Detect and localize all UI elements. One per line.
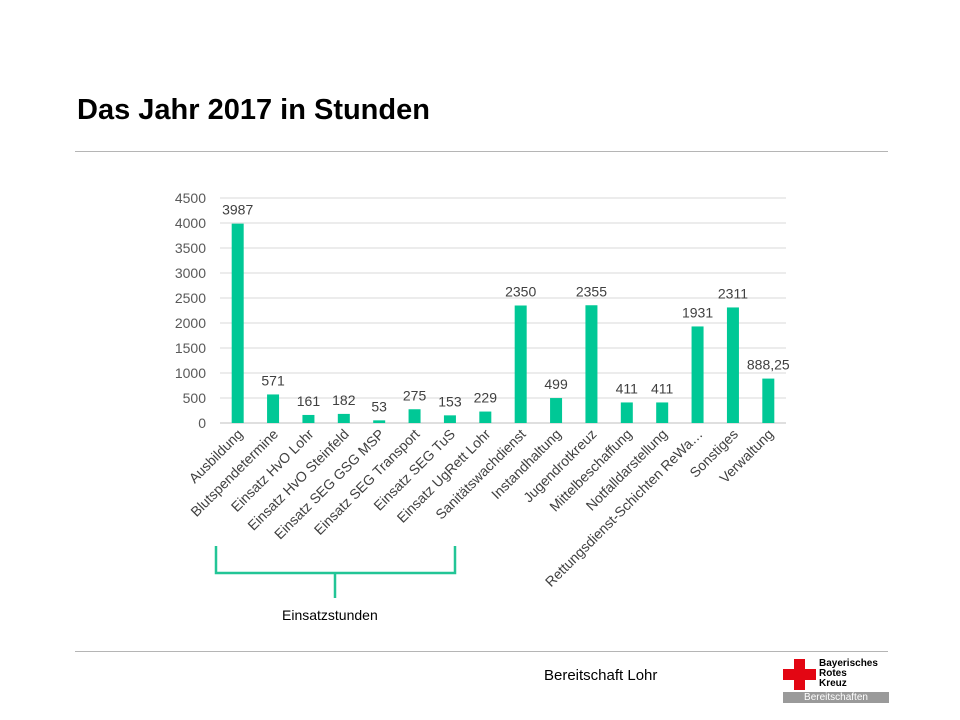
y-tick-label: 1000 (175, 365, 206, 381)
bar (337, 413, 350, 423)
bar-value-label: 161 (297, 393, 321, 409)
bar-value-label: 275 (403, 387, 427, 403)
y-tick-label: 0 (198, 415, 206, 431)
bar (620, 402, 633, 423)
top-divider (75, 151, 888, 152)
bar (691, 326, 704, 423)
y-tick-label: 4000 (175, 215, 206, 231)
data-labels: 3987 571 161 182 53 275 153 229 2350 499 2355 411 41… (222, 202, 790, 415)
bar (479, 411, 492, 423)
bar (656, 402, 669, 423)
logo-line-1: Bayerisches (819, 658, 878, 669)
y-tick-label: 500 (183, 390, 207, 406)
einsatzstunden-annotation: Einsatzstunden (282, 607, 378, 623)
bottom-divider (75, 651, 888, 652)
y-tick-label: 2000 (175, 315, 206, 331)
bar-value-label: 153 (438, 393, 462, 409)
y-tick-label: 2500 (175, 290, 206, 306)
bar-value-label: 499 (544, 376, 568, 392)
bar-value-label: 2311 (718, 285, 748, 301)
bar (231, 223, 244, 423)
bar (762, 378, 775, 423)
bar (373, 420, 386, 423)
y-tick-label: 3000 (175, 265, 206, 281)
bar-value-label: 411 (651, 380, 674, 396)
bar (267, 394, 280, 423)
logo-line-2: Rotes (819, 668, 847, 679)
bar-value-label: 888,25 (747, 357, 790, 373)
slide-title: Das Jahr 2017 in Stunden (77, 94, 430, 126)
footer-text: Bereitschaft Lohr (544, 667, 658, 684)
logo-division: Bereitschaften (783, 692, 889, 703)
y-axis-ticks: 0 500 1000 1500 2000 2500 3000 3500 4000 4500 (175, 190, 206, 431)
bar-value-label: 229 (474, 390, 498, 406)
bar (726, 307, 739, 423)
bar-value-label: 2355 (576, 283, 607, 299)
bar (514, 305, 527, 423)
logo-line-3: Kreuz (819, 678, 847, 689)
bar (302, 414, 315, 423)
bar (443, 415, 456, 423)
chart-bars (231, 223, 775, 423)
brk-logo: Bayerisches Rotes Kreuz Bereitschaften (783, 659, 889, 703)
bar (408, 409, 421, 423)
logo-organisation: Bayerisches Rotes Kreuz (819, 659, 878, 689)
y-tick-label: 1500 (175, 340, 206, 356)
bar-value-label: 2350 (505, 284, 536, 300)
bar-value-label: 182 (332, 392, 356, 408)
y-tick-label: 4500 (175, 190, 206, 206)
bar-value-label: 571 (261, 372, 285, 388)
bar (585, 305, 598, 423)
bar (550, 398, 563, 423)
bar-value-label: 53 (371, 398, 387, 414)
bar-value-label: 3987 (222, 202, 253, 218)
y-tick-label: 3500 (175, 240, 206, 256)
bar-value-label: 1931 (682, 304, 713, 320)
bar-value-label: 411 (616, 380, 639, 396)
red-cross-icon (783, 659, 816, 690)
einsatz-bracket (214, 546, 457, 598)
